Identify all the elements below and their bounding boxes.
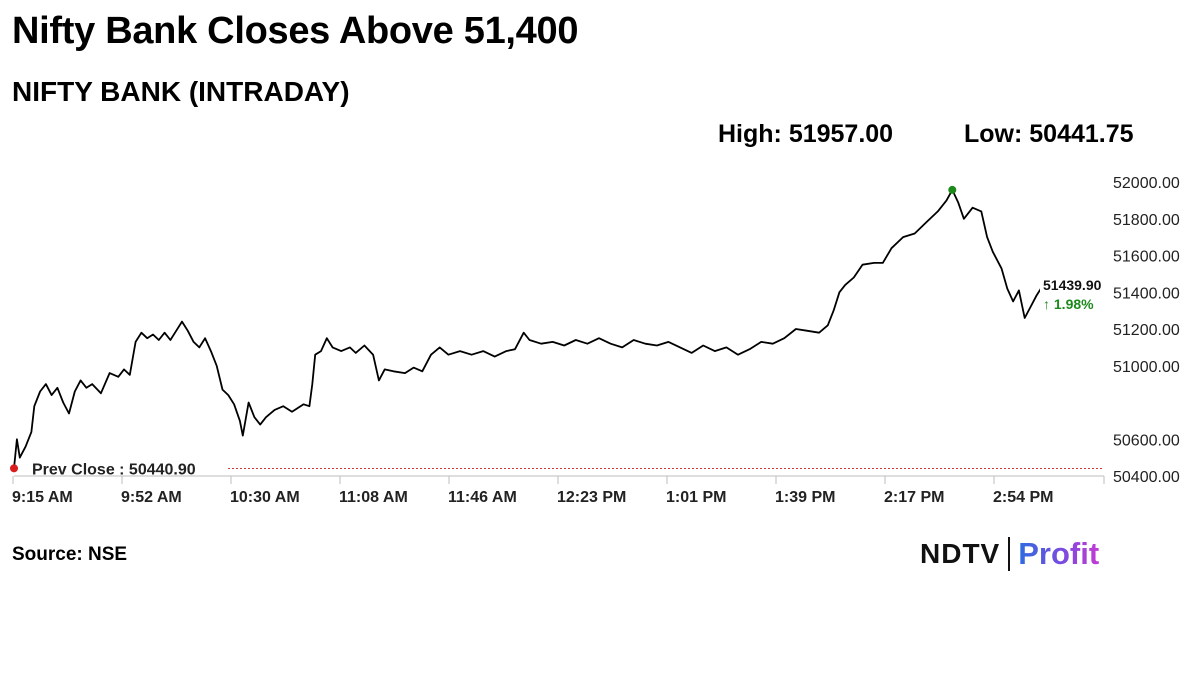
y-tick-label: 52000.00 [1113, 175, 1180, 192]
y-tick-label: 51200.00 [1113, 322, 1180, 339]
last-change-label: ↑ 1.98% [1043, 296, 1094, 312]
x-tick-label: 1:39 PM [775, 489, 835, 506]
ndtv-profit-logo: NDTV Profit [920, 534, 1099, 574]
x-tick-label: 9:52 AM [121, 489, 182, 506]
y-tick-label: 50400.00 [1113, 469, 1180, 486]
y-axis-ticks: 50400.00 50600.00 51000.00 51200.00 51400.00… [1113, 175, 1180, 486]
y-tick-label: 51000.00 [1113, 359, 1180, 376]
source-note: Source: NSE [12, 544, 128, 565]
logo-divider [1008, 537, 1011, 571]
headline: Nifty Bank Closes Above 51,400 [12, 10, 579, 52]
logo-brand: NDTV [920, 538, 1001, 569]
x-tick-label: 11:08 AM [339, 489, 408, 506]
price-series-line [13, 189, 1051, 469]
x-tick-label: 10:30 AM [230, 489, 300, 506]
x-tick-label: 9:15 AM [12, 489, 73, 506]
x-tick-label: 11:46 AM [448, 489, 517, 506]
high-value: High: 51957.00 [718, 120, 894, 148]
prev-close-label: Prev Close : 50440.90 [32, 461, 196, 478]
y-tick-label: 51800.00 [1113, 212, 1180, 229]
y-tick-label: 51600.00 [1113, 249, 1180, 266]
y-tick-label: 51400.00 [1113, 285, 1180, 302]
high-marker [948, 185, 957, 194]
x-axis: 9:15 AM 9:52 AM 10:30 AM 11:08 AM 11:46 AM 12… [12, 475, 1105, 506]
chart-subtitle: NIFTY BANK (INTRADAY) [12, 76, 350, 107]
last-value-label: 51439.90 [1043, 277, 1102, 293]
x-tick-label: 1:01 PM [666, 489, 726, 506]
y-tick-label: 50600.00 [1113, 432, 1180, 449]
open-marker [10, 464, 18, 473]
last-value-box [1040, 275, 1110, 314]
x-tick-label: 2:17 PM [884, 489, 944, 506]
x-tick-label: 12:23 PM [557, 489, 626, 506]
low-value: Low: 50441.75 [964, 120, 1134, 148]
logo-product: Profit [1018, 536, 1100, 571]
x-tick-label: 2:54 PM [993, 489, 1053, 506]
